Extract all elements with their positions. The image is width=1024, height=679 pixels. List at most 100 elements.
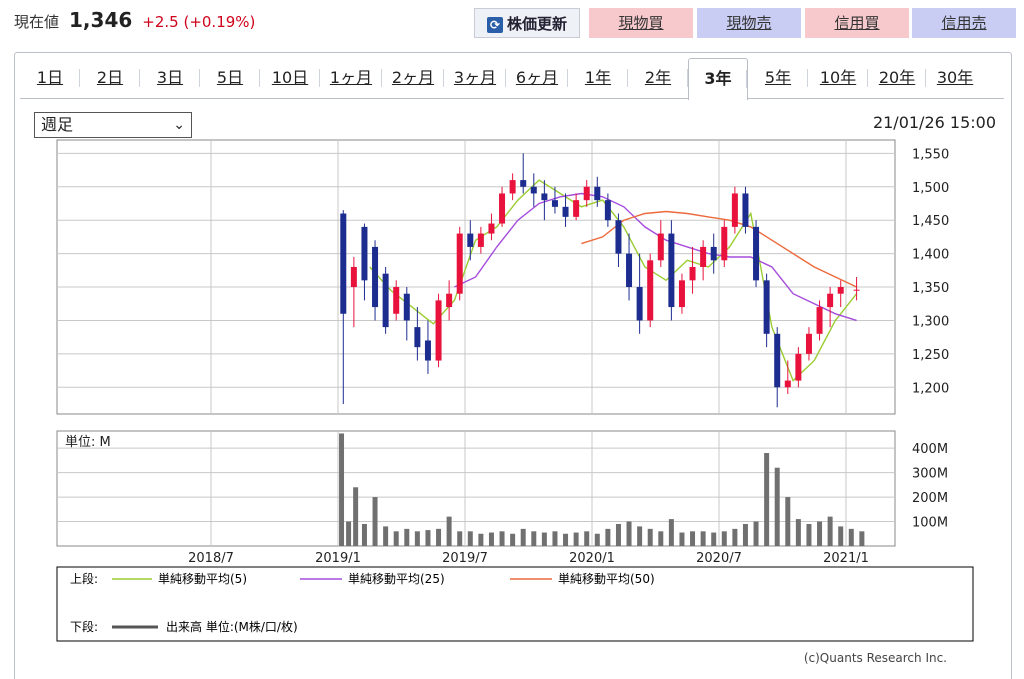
refresh-price-button[interactable]: ⟳ 株価更新 bbox=[474, 8, 580, 38]
volume-bar bbox=[446, 516, 452, 546]
tab-3m[interactable]: 3ヶ月 bbox=[444, 58, 506, 98]
volume-bar bbox=[372, 497, 378, 546]
tab-20y[interactable]: 20年 bbox=[868, 58, 926, 98]
volume-bar bbox=[848, 528, 854, 546]
tab-3y[interactable]: 3年 bbox=[688, 58, 748, 100]
candle-body bbox=[456, 233, 463, 294]
price-tick-label: 1,250 bbox=[912, 348, 949, 363]
tab-1y[interactable]: 1年 bbox=[568, 58, 628, 98]
tab-1m[interactable]: 1ヶ月 bbox=[320, 58, 382, 98]
legend-ma25: 単純移動平均(25) bbox=[348, 572, 445, 586]
volume-bar bbox=[467, 531, 473, 546]
candle-body bbox=[467, 233, 474, 247]
tab-3d[interactable]: 3日 bbox=[140, 58, 200, 98]
volume-bar bbox=[658, 531, 664, 546]
price-tick-label: 1,550 bbox=[912, 147, 949, 162]
volume-bar bbox=[361, 523, 367, 546]
tab-1d[interactable]: 1日 bbox=[20, 58, 80, 98]
volume-bar bbox=[346, 521, 352, 546]
volume-bar bbox=[637, 526, 643, 546]
buy-spot-button[interactable]: 現物買 bbox=[589, 8, 693, 38]
candle-body bbox=[488, 223, 495, 234]
volume-tick-label: 100M bbox=[912, 516, 948, 531]
candle-body bbox=[393, 287, 400, 314]
volume-bar bbox=[690, 531, 696, 546]
volume-bar bbox=[510, 533, 516, 546]
candle-body bbox=[382, 273, 389, 328]
period-select[interactable]: 週足 ⌄ bbox=[34, 112, 192, 138]
candle-body bbox=[636, 287, 643, 321]
volume-bar bbox=[700, 531, 706, 546]
candle-body bbox=[520, 180, 527, 187]
candle-body bbox=[795, 353, 802, 381]
x-tick-label: 2018/7 bbox=[188, 551, 234, 566]
candle-body bbox=[372, 246, 379, 308]
tab-5d[interactable]: 5日 bbox=[200, 58, 260, 98]
candle-body bbox=[573, 200, 580, 217]
candle-body bbox=[763, 280, 770, 334]
price-tick-label: 1,200 bbox=[912, 381, 949, 396]
candle-body bbox=[647, 260, 654, 321]
tab-2m[interactable]: 2ヶ月 bbox=[382, 58, 444, 98]
tab-5y[interactable]: 5年 bbox=[748, 58, 808, 98]
volume-bar bbox=[785, 497, 791, 546]
sell-spot-button[interactable]: 現物売 bbox=[697, 8, 801, 38]
candle-body bbox=[774, 333, 781, 388]
refresh-icon: ⟳ bbox=[486, 16, 503, 33]
candle-body bbox=[805, 333, 812, 354]
tab-2y[interactable]: 2年 bbox=[628, 58, 688, 98]
tab-30y[interactable]: 30年 bbox=[936, 68, 974, 87]
x-tick-label: 2019/7 bbox=[442, 551, 488, 566]
candle-body bbox=[668, 233, 675, 308]
buy-margin-button[interactable]: 信用買 bbox=[805, 8, 909, 38]
price-label: 現在値 bbox=[14, 13, 60, 31]
volume-bar bbox=[838, 526, 844, 546]
volume-bar bbox=[774, 467, 780, 546]
volume-bar bbox=[353, 487, 359, 546]
sell-margin-button[interactable]: 信用売 bbox=[912, 8, 1016, 38]
volume-bar bbox=[436, 528, 442, 546]
candle-body bbox=[551, 200, 558, 207]
candle-body bbox=[594, 186, 601, 201]
legend-volume: 出来高 単位:(M株/口/枚) bbox=[166, 619, 298, 634]
candle-body bbox=[784, 380, 791, 388]
volume-bar bbox=[795, 519, 801, 546]
volume-bar bbox=[499, 531, 505, 546]
ma25-line bbox=[454, 192, 857, 322]
volume-bar bbox=[732, 528, 738, 546]
tab-6m[interactable]: 6ヶ月 bbox=[506, 58, 568, 98]
candle-body bbox=[742, 193, 749, 227]
price-summary: 現在値 1,346 +2.5 (+0.19%) bbox=[14, 8, 255, 38]
candle-body bbox=[530, 186, 537, 194]
volume-bar bbox=[414, 531, 420, 546]
tab-2d[interactable]: 2日 bbox=[80, 58, 140, 98]
chevron-down-icon: ⌄ bbox=[173, 117, 185, 133]
volume-bar bbox=[668, 519, 674, 546]
volume-tick-label: 200M bbox=[912, 491, 948, 506]
candle-body bbox=[403, 293, 410, 321]
x-tick-label: 2020/1 bbox=[569, 551, 615, 566]
candle-body bbox=[361, 226, 368, 281]
volume-bar bbox=[721, 531, 727, 546]
volume-bar bbox=[339, 433, 345, 546]
volume-bar bbox=[615, 523, 621, 546]
legend-lower-label: 下段: bbox=[70, 619, 98, 634]
volume-bar bbox=[563, 533, 569, 546]
volume-bar bbox=[584, 531, 590, 546]
candle-body bbox=[731, 193, 738, 227]
candle-body bbox=[340, 213, 347, 314]
volume-unit-label: 単位: M bbox=[65, 434, 111, 450]
tab-10d[interactable]: 10日 bbox=[260, 58, 320, 98]
volume-bar bbox=[711, 532, 717, 546]
volume-tick-label: 300M bbox=[912, 467, 948, 482]
tab-10y[interactable]: 10年 bbox=[808, 58, 868, 98]
candle-body bbox=[827, 293, 834, 308]
x-tick-label: 2020/7 bbox=[696, 551, 742, 566]
x-tick-label: 2019/1 bbox=[315, 551, 361, 566]
copyright-text: (c)Quants Research Inc. bbox=[804, 651, 947, 665]
ma50-line bbox=[581, 210, 857, 288]
volume-bar bbox=[679, 532, 685, 546]
legend-ma5: 単純移動平均(5) bbox=[158, 572, 247, 586]
period-select-value: 週足 bbox=[41, 115, 74, 134]
